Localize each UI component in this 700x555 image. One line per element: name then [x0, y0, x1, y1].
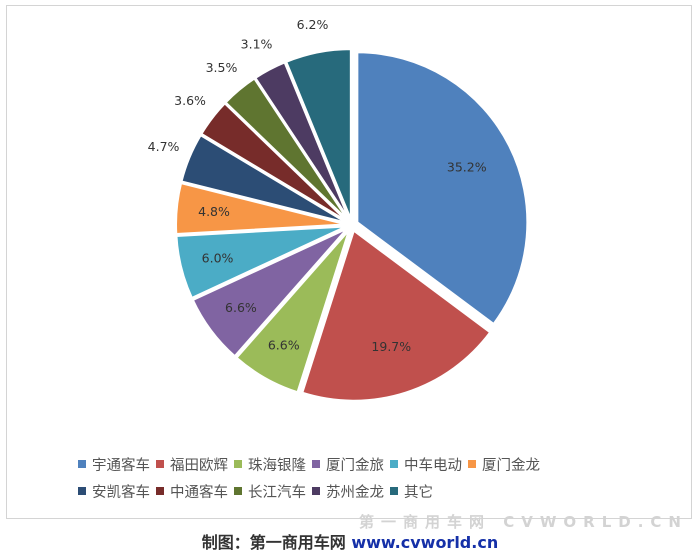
legend-label-0: 宇通客车: [92, 458, 150, 474]
legend-label-9: 苏州金龙: [326, 485, 384, 501]
data-label-8: 3.5%: [206, 60, 238, 75]
legend-swatch-3: [312, 460, 320, 468]
pie-slice-8: [224, 77, 349, 222]
data-label-4: 6.0%: [202, 251, 234, 266]
legend-item-5: 厦门金龙: [468, 453, 540, 480]
legend-item-2: 珠海银隆: [234, 453, 306, 480]
legend-item-0: 宇通客车: [78, 453, 150, 480]
legend-label-7: 中通客车: [170, 485, 228, 501]
pie-slice-9: [254, 61, 351, 221]
caption: 制图：第一商用车网 www.cvworld.cn: [0, 529, 700, 553]
data-label-5: 4.8%: [198, 204, 230, 219]
data-label-1: 19.7%: [371, 339, 411, 354]
legend-item-10: 其它: [390, 480, 433, 507]
pie-slice-1: [301, 229, 492, 402]
watermark: 第一商用车网 CVWORLD.CN: [359, 513, 688, 531]
pie-slice-3: [191, 227, 348, 358]
data-label-2: 6.6%: [268, 338, 300, 353]
legend-swatch-9: [312, 487, 320, 495]
pie-slice-2: [235, 229, 350, 394]
legend-swatch-10: [390, 487, 398, 495]
legend-row-0: 宇通客车 福田欧辉 珠海银隆 厦门金旅 中车电动 厦门金龙: [78, 453, 678, 480]
legend-item-8: 长江汽车: [234, 480, 306, 507]
legend-label-6: 安凯客车: [92, 485, 150, 501]
legend-item-1: 福田欧辉: [156, 453, 228, 480]
legend-swatch-4: [390, 460, 398, 468]
legend: 宇通客车 福田欧辉 珠海银隆 厦门金旅 中车电动 厦门金龙安凯客车 中通客车 长江汽车 苏州金龙…: [78, 453, 678, 507]
data-label-0: 35.2%: [447, 159, 487, 174]
pie-slice-7: [200, 102, 348, 223]
pie-slice-0: [356, 51, 529, 326]
legend-label-8: 长江汽车: [248, 485, 306, 501]
legend-label-10: 其它: [404, 485, 433, 501]
legend-item-9: 苏州金龙: [312, 480, 384, 507]
pie-slice-4: [175, 225, 347, 300]
legend-label-5: 厦门金龙: [482, 458, 540, 474]
legend-swatch-6: [78, 487, 86, 495]
legend-label-2: 珠海银隆: [248, 458, 306, 474]
data-label-10: 6.2%: [297, 17, 329, 32]
pie-slice-5: [175, 181, 347, 236]
data-label-9: 3.1%: [241, 37, 273, 52]
legend-swatch-7: [156, 487, 164, 495]
caption-site-link[interactable]: www.cvworld.cn: [351, 533, 499, 552]
legend-item-3: 厦门金旅: [312, 453, 384, 480]
legend-item-7: 中通客车: [156, 480, 228, 507]
legend-row-1: 安凯客车 中通客车 长江汽车 苏州金龙 其它: [78, 480, 678, 507]
legend-label-1: 福田欧辉: [170, 458, 228, 474]
legend-swatch-2: [234, 460, 242, 468]
legend-swatch-5: [468, 460, 476, 468]
legend-item-6: 安凯客车: [78, 480, 150, 507]
legend-item-4: 中车电动: [390, 453, 462, 480]
legend-swatch-0: [78, 460, 86, 468]
data-label-3: 6.6%: [225, 300, 257, 315]
caption-prefix: 制图：第一商用车网: [201, 533, 352, 552]
legend-swatch-8: [234, 487, 242, 495]
data-label-7: 3.6%: [174, 93, 206, 108]
legend-label-4: 中车电动: [404, 458, 462, 474]
pie-chart: 35.2% 19.7% 6.6% 6.6% 6.0% 4.8% 4.7% 3.6% 3.5%3.…: [148, 17, 529, 402]
pie-slice-10: [284, 48, 352, 220]
legend-label-3: 厦门金旅: [326, 458, 384, 474]
data-label-6: 4.7%: [148, 139, 180, 154]
pie-slice-6: [180, 133, 347, 224]
legend-swatch-1: [156, 460, 164, 468]
